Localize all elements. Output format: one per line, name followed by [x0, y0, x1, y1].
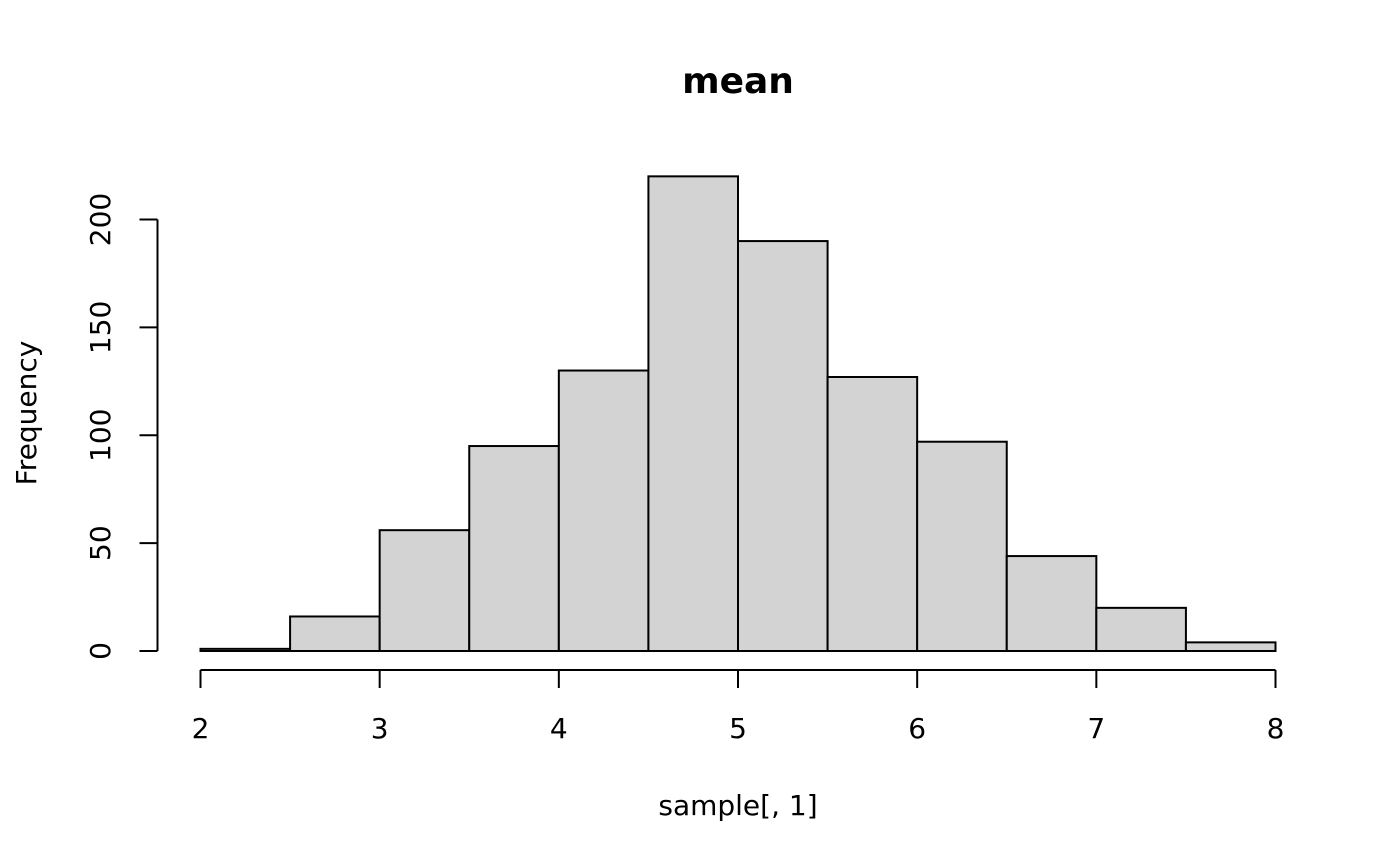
chart-title: mean: [682, 61, 794, 102]
histogram-bar-3: [378, 529, 471, 652]
histogram-bar-2: [289, 615, 381, 652]
x-tick-label: 3: [371, 712, 389, 745]
y-tick-label: 50: [84, 525, 117, 561]
histogram-bar-9: [916, 440, 1008, 652]
histogram-bar-6: [647, 175, 740, 652]
histogram-bar-7: [737, 240, 829, 652]
histogram-bar-12: [1184, 641, 1277, 652]
y-tick-label: 100: [84, 409, 117, 462]
y-axis: 0 50 100 150 200: [84, 193, 159, 660]
y-tick-label: 200: [84, 193, 117, 246]
x-axis: 2 3 4 5 6 7 8: [192, 669, 1285, 745]
histogram-bar-4: [468, 445, 560, 652]
x-tick-label: 2: [192, 712, 210, 745]
x-tick-label: 7: [1087, 712, 1105, 745]
y-tick-label: 0: [84, 642, 117, 660]
histogram-bar-8: [826, 375, 919, 652]
bars-group: [199, 175, 1277, 653]
x-axis-label: sample[, 1]: [658, 789, 817, 822]
histogram-bar-10: [1005, 555, 1098, 653]
histogram-bar-5: [557, 369, 650, 652]
x-tick-label: 6: [908, 712, 926, 745]
x-tick-label: 5: [729, 712, 747, 745]
histogram-bar-1: [199, 647, 292, 653]
y-tick-label: 150: [84, 301, 117, 354]
x-tick-label: 8: [1267, 712, 1285, 745]
histogram-bar-11: [1095, 606, 1187, 652]
x-tick-label: 4: [550, 712, 568, 745]
y-axis-label: Frequency: [10, 341, 43, 486]
